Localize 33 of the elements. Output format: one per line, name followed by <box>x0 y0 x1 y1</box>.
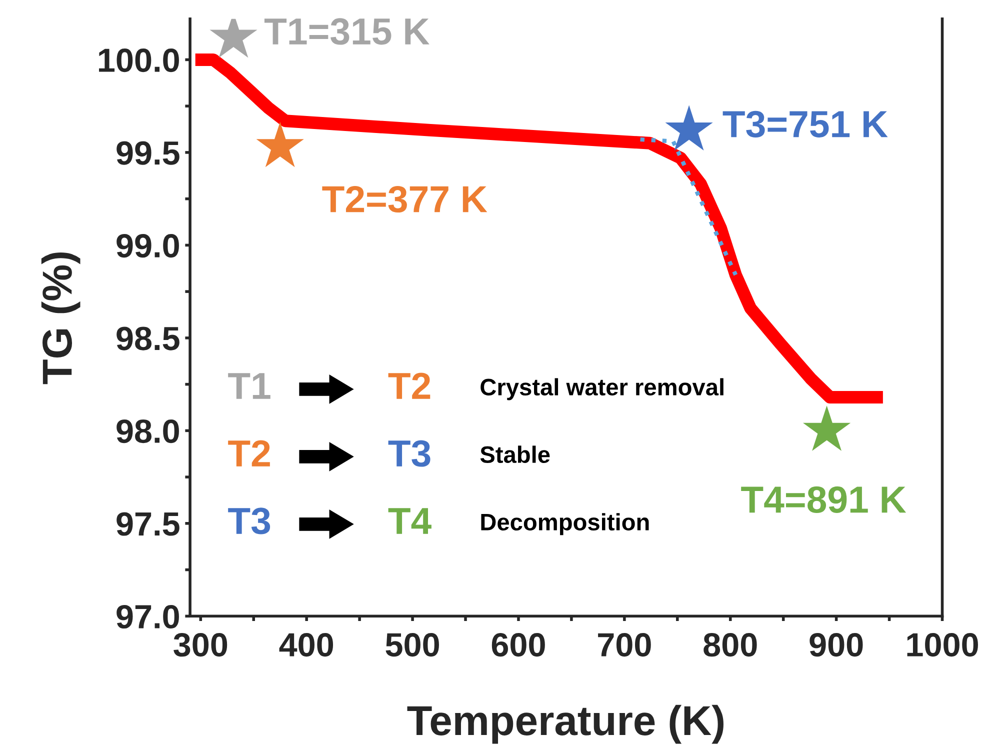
annotation: T1 <box>228 373 270 399</box>
x-tick-label: 800 <box>704 632 757 657</box>
x-tick-label: 400 <box>279 632 334 657</box>
annotation: Crystal water removal <box>480 378 724 400</box>
x-tick-label: 900 <box>810 632 863 657</box>
annotation: T2 <box>228 440 270 466</box>
series-label: T1=315 K <box>264 18 430 45</box>
annotation: T3 <box>388 440 430 467</box>
point <box>802 406 851 451</box>
x-tick-label: 300 <box>174 632 228 657</box>
y-tick-label: 97.5 <box>116 512 180 536</box>
y-axis-title: TG (%) <box>41 252 80 384</box>
y-tick-label: 97.0 <box>116 604 179 629</box>
annotation: T4 <box>388 508 432 534</box>
y-tick-label: 98.0 <box>116 419 179 444</box>
y-tick-label: 99.0 <box>116 234 179 258</box>
x-tick-label: 700 <box>598 632 651 657</box>
point <box>256 122 304 168</box>
point <box>665 105 713 150</box>
series-label: T4=891 K <box>741 486 906 513</box>
annotation: Stable <box>480 446 550 464</box>
annotation: T3 <box>228 508 270 534</box>
y-tick-label: 98.5 <box>116 326 180 350</box>
annotation: T2 <box>388 372 430 399</box>
annotation: Decomposition <box>481 513 649 536</box>
series-label: T2=377 K <box>322 186 488 213</box>
x-tick-label: 500 <box>386 632 439 657</box>
series-label: T3=751 K <box>722 110 888 138</box>
x-tick-label: 1000 <box>907 632 978 657</box>
x-axis-title: Temperature (K) <box>407 704 724 744</box>
y-tick-label: 100.0 <box>99 48 179 72</box>
y-tick-label: 99.5 <box>116 141 180 165</box>
x-tick-label: 600 <box>492 632 545 657</box>
